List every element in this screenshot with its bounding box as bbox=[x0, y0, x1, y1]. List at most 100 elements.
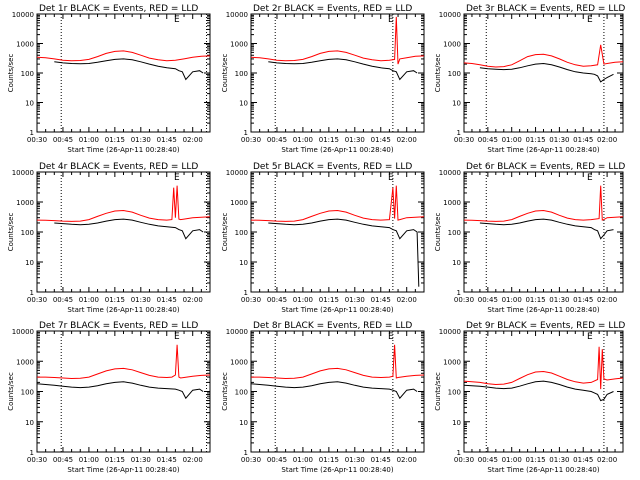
y-tick-label: 10 bbox=[239, 419, 248, 427]
x-tick-label: 01:15 bbox=[105, 296, 125, 304]
x-tick-label: 00:45 bbox=[267, 136, 287, 144]
x-tick-label: 02:00 bbox=[397, 296, 417, 304]
x-tick-label: 00:30 bbox=[27, 136, 47, 144]
x-tick-label: 01:30 bbox=[549, 296, 569, 304]
x-tick-label: 01:15 bbox=[319, 456, 339, 464]
y-axis-label: Counts/sec bbox=[434, 213, 442, 252]
x-tick-label: 00:45 bbox=[53, 296, 73, 304]
y-tick-label: 10000 bbox=[12, 328, 34, 336]
y-tick-label: 10 bbox=[25, 259, 34, 267]
x-tick-label: 01:00 bbox=[502, 136, 522, 144]
lld-series-line bbox=[463, 44, 624, 68]
y-tick-label: 100 bbox=[235, 229, 248, 237]
y-tick-label: 1000 bbox=[16, 41, 34, 49]
x-tick-label: 01:30 bbox=[549, 456, 569, 464]
corner-mark: E bbox=[174, 15, 180, 25]
chart-title: Det 6r BLACK = Events, RED = LLD bbox=[466, 162, 625, 172]
events-series-line bbox=[268, 58, 418, 81]
y-tick-label: 1 bbox=[244, 449, 248, 457]
y-tick-label: 100 bbox=[448, 70, 461, 78]
corner-mark: E bbox=[587, 332, 593, 342]
corner-mark: E bbox=[174, 173, 180, 183]
x-tick-label: 01:30 bbox=[131, 296, 151, 304]
x-tick-label: 00:30 bbox=[241, 456, 261, 464]
x-axis-label: Start Time (26-Apr-11 00:28:40) bbox=[487, 146, 599, 154]
y-axis-label: Counts/sec bbox=[7, 54, 15, 93]
events-series-line bbox=[250, 381, 418, 400]
x-tick-label: 01:45 bbox=[371, 136, 391, 144]
x-tick-label: 02:00 bbox=[183, 456, 203, 464]
x-tick-label: 01:45 bbox=[573, 136, 593, 144]
x-tick-label: 01:45 bbox=[573, 456, 593, 464]
x-tick-label: 00:45 bbox=[53, 456, 73, 464]
y-tick-label: 1 bbox=[457, 449, 461, 457]
events-series-line bbox=[54, 58, 204, 81]
lld-series-line bbox=[463, 346, 624, 390]
x-tick-label: 00:45 bbox=[53, 136, 73, 144]
y-tick-label: 1 bbox=[30, 129, 34, 137]
corner-mark: E bbox=[587, 15, 593, 25]
x-tick-label: 00:30 bbox=[454, 456, 474, 464]
x-tick-label: 01:00 bbox=[502, 456, 522, 464]
y-tick-label: 10 bbox=[452, 100, 461, 108]
y-tick-label: 1000 bbox=[230, 41, 248, 49]
chart-title: Det 4r BLACK = Events, RED = LLD bbox=[39, 162, 198, 172]
x-tick-label: 00:45 bbox=[478, 296, 498, 304]
chart-title: Det 2r BLACK = Events, RED = LLD bbox=[253, 4, 412, 14]
x-tick-label: 02:00 bbox=[183, 296, 203, 304]
y-tick-label: 10000 bbox=[226, 169, 248, 177]
x-axis-label: Start Time (26-Apr-11 00:28:40) bbox=[67, 466, 179, 474]
x-tick-label: 01:30 bbox=[345, 136, 365, 144]
x-tick-label: 01:30 bbox=[131, 456, 151, 464]
corner-mark: E bbox=[388, 332, 394, 342]
x-tick-label: 00:30 bbox=[27, 456, 47, 464]
x-tick-label: 01:00 bbox=[293, 456, 313, 464]
y-tick-label: 10 bbox=[239, 259, 248, 267]
x-tick-label: 01:30 bbox=[345, 296, 365, 304]
x-tick-label: 00:30 bbox=[241, 296, 261, 304]
x-tick-label: 02:00 bbox=[597, 296, 617, 304]
x-axis-label: Start Time (26-Apr-11 00:28:40) bbox=[487, 306, 599, 314]
x-tick-label: 01:30 bbox=[345, 456, 365, 464]
x-tick-label: 00:30 bbox=[27, 296, 47, 304]
y-tick-label: 10000 bbox=[226, 11, 248, 19]
y-tick-label: 10 bbox=[25, 419, 34, 427]
y-tick-label: 1000 bbox=[16, 199, 34, 207]
x-tick-label: 01:15 bbox=[105, 456, 125, 464]
y-tick-label: 1 bbox=[457, 289, 461, 297]
x-tick-label: 01:00 bbox=[79, 456, 99, 464]
x-tick-label: 01:00 bbox=[293, 136, 313, 144]
y-tick-label: 100 bbox=[448, 389, 461, 397]
y-tick-label: 10000 bbox=[12, 169, 34, 177]
x-tick-label: 00:30 bbox=[454, 136, 474, 144]
x-tick-label: 00:45 bbox=[267, 296, 287, 304]
lld-series-line bbox=[250, 185, 425, 222]
chart-title: Det 8r BLACK = Events, RED = LLD bbox=[253, 321, 412, 331]
x-axis-label: Start Time (26-Apr-11 00:28:40) bbox=[487, 466, 599, 474]
y-tick-label: 10 bbox=[239, 100, 248, 108]
x-axis-label: Start Time (26-Apr-11 00:28:40) bbox=[67, 146, 179, 154]
x-tick-label: 00:45 bbox=[478, 136, 498, 144]
y-tick-label: 1000 bbox=[443, 358, 461, 366]
x-tick-label: 00:30 bbox=[454, 296, 474, 304]
x-tick-label: 01:00 bbox=[502, 296, 522, 304]
y-tick-label: 10000 bbox=[439, 11, 461, 19]
corner-mark: E bbox=[587, 173, 593, 183]
y-axis-label: Counts/sec bbox=[434, 54, 442, 93]
y-tick-label: 1000 bbox=[230, 358, 248, 366]
x-tick-label: 02:00 bbox=[597, 136, 617, 144]
x-tick-label: 01:45 bbox=[371, 456, 391, 464]
x-tick-label: 01:15 bbox=[525, 456, 545, 464]
x-tick-label: 01:45 bbox=[371, 296, 391, 304]
x-tick-label: 02:00 bbox=[397, 136, 417, 144]
chart-title: Det 7r BLACK = Events, RED = LLD bbox=[39, 321, 198, 331]
y-tick-label: 1000 bbox=[443, 41, 461, 49]
y-tick-label: 10 bbox=[452, 419, 461, 427]
y-tick-label: 100 bbox=[235, 70, 248, 78]
events-series-line bbox=[479, 62, 614, 83]
